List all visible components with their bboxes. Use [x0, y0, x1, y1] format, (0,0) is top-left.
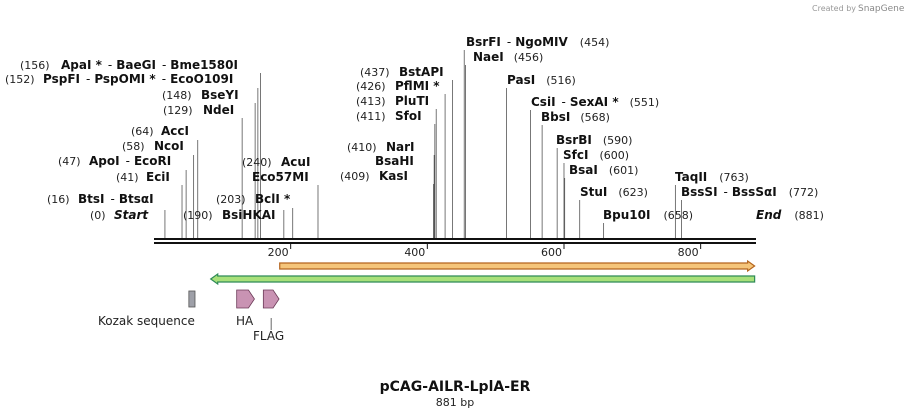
site-label[interactable]: (129) NdeI — [163, 103, 234, 117]
plasmid-length: 881 bp — [436, 396, 474, 409]
site-label[interactable]: (240) AcuI — [242, 155, 310, 169]
site-label[interactable]: BsaI (601) — [569, 163, 638, 177]
site-label[interactable]: (16) BtsI - BtsαI — [47, 192, 154, 206]
site-label[interactable]: (437) BstAPI — [360, 65, 444, 79]
site-label[interactable]: (203) BclI * — [216, 192, 291, 206]
ha-label[interactable]: HA — [236, 314, 254, 328]
site-label[interactable]: PasI (516) — [507, 73, 576, 87]
site-label[interactable]: SfcI (600) — [563, 148, 629, 162]
site-label[interactable]: BsrBI (590) — [556, 133, 632, 147]
site-label[interactable]: (411) SfoI — [356, 109, 422, 123]
flag-tag-feature[interactable] — [262, 289, 280, 309]
credit-brand: SnapGene — [858, 4, 905, 14]
site-label[interactable]: (148) BseYI — [162, 88, 239, 102]
kozak-sequence-feature[interactable] — [188, 290, 196, 308]
plasmid-name: pCAG-AILR-LplA-ER — [380, 379, 531, 395]
site-label[interactable]: Eco57MI — [252, 170, 309, 184]
site-label[interactable]: (156) ApaI * - BaeGI - Bme1580I — [20, 58, 238, 72]
site-label[interactable]: (409) KasI — [340, 169, 408, 183]
orf-arrow-forward[interactable] — [279, 259, 756, 273]
site-label[interactable]: StuI (623) — [580, 185, 648, 199]
site-label[interactable]: (410) NarI — [347, 140, 415, 154]
site-label[interactable]: End (881) — [756, 208, 824, 222]
site-label[interactable]: NaeI (456) — [473, 50, 543, 64]
ruler-tick-label: 800 — [678, 246, 699, 259]
site-label[interactable]: (413) PluTI — [356, 94, 429, 108]
site-label[interactable]: TaqII (763) — [675, 170, 749, 184]
site-label[interactable]: (58) NcoI — [122, 139, 184, 153]
site-label[interactable]: (64) AccI — [131, 124, 189, 138]
snapgene-credit: Created by SnapGene — [812, 4, 905, 14]
site-label[interactable]: BsrFI - NgoMIV (454) — [466, 35, 609, 49]
site-label[interactable]: (0) Start — [90, 208, 149, 222]
ha-tag-feature[interactable] — [236, 289, 255, 309]
site-label[interactable]: (47) ApoI - EcoRI — [58, 154, 171, 168]
ruler-tick-label: 400 — [404, 246, 425, 259]
credit-prefix: Created by — [812, 4, 856, 13]
site-label[interactable]: CsiI - SexAI * (551) — [531, 95, 659, 109]
flag-label[interactable]: FLAG — [253, 329, 284, 343]
site-label[interactable]: (41) EciI — [116, 170, 170, 184]
ruler-tick-label: 600 — [541, 246, 562, 259]
site-label[interactable]: (152) PspFI - PspOMI * - EcoO109I — [5, 72, 233, 86]
enzyme-labels: (156) ApaI * - BaeGI - Bme1580I (152) PspFI - Ps… — [5, 35, 824, 222]
site-label[interactable]: BbsI (568) — [541, 110, 610, 124]
site-label[interactable]: BsaHI — [375, 154, 414, 168]
site-label[interactable]: BssSI - BssSαI (772) — [681, 185, 818, 199]
site-label[interactable]: (426) PflMI * — [356, 79, 440, 93]
ruler-ticks: 200 400 600 800 — [268, 243, 702, 259]
orf-arrow-reverse[interactable] — [209, 272, 756, 286]
ruler-tick-label: 200 — [268, 246, 289, 259]
kozak-sequence-label[interactable]: Kozak sequence — [98, 314, 195, 328]
cut-site-lines — [164, 50, 682, 238]
site-label[interactable]: Bpu10I (658) — [603, 208, 693, 222]
site-label[interactable]: (190) BsiHKAI — [183, 208, 276, 222]
